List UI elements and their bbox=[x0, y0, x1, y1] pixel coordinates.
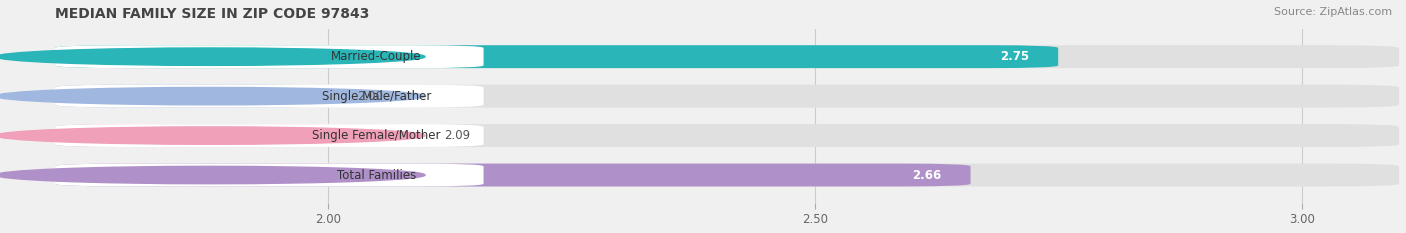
FancyBboxPatch shape bbox=[55, 164, 1399, 186]
Text: 2.09: 2.09 bbox=[444, 129, 471, 142]
Text: Single Male/Father: Single Male/Father bbox=[322, 90, 432, 103]
FancyBboxPatch shape bbox=[55, 124, 1399, 147]
FancyBboxPatch shape bbox=[55, 45, 484, 68]
FancyBboxPatch shape bbox=[55, 85, 484, 108]
FancyBboxPatch shape bbox=[55, 124, 415, 147]
Text: 2.75: 2.75 bbox=[1000, 50, 1029, 63]
FancyBboxPatch shape bbox=[55, 45, 1399, 68]
Circle shape bbox=[0, 48, 425, 65]
FancyBboxPatch shape bbox=[55, 164, 970, 186]
Circle shape bbox=[0, 87, 425, 105]
Text: Married-Couple: Married-Couple bbox=[332, 50, 422, 63]
Text: Total Families: Total Families bbox=[337, 168, 416, 182]
FancyBboxPatch shape bbox=[55, 124, 484, 147]
FancyBboxPatch shape bbox=[55, 164, 484, 186]
Circle shape bbox=[0, 166, 425, 184]
Text: MEDIAN FAMILY SIZE IN ZIP CODE 97843: MEDIAN FAMILY SIZE IN ZIP CODE 97843 bbox=[55, 7, 370, 21]
FancyBboxPatch shape bbox=[55, 45, 1059, 68]
FancyBboxPatch shape bbox=[55, 85, 328, 108]
Circle shape bbox=[0, 127, 425, 144]
Text: 2.66: 2.66 bbox=[912, 168, 941, 182]
Text: Source: ZipAtlas.com: Source: ZipAtlas.com bbox=[1274, 7, 1392, 17]
FancyBboxPatch shape bbox=[55, 85, 1399, 108]
Text: Single Female/Mother: Single Female/Mother bbox=[312, 129, 441, 142]
Text: 2.00: 2.00 bbox=[357, 90, 382, 103]
